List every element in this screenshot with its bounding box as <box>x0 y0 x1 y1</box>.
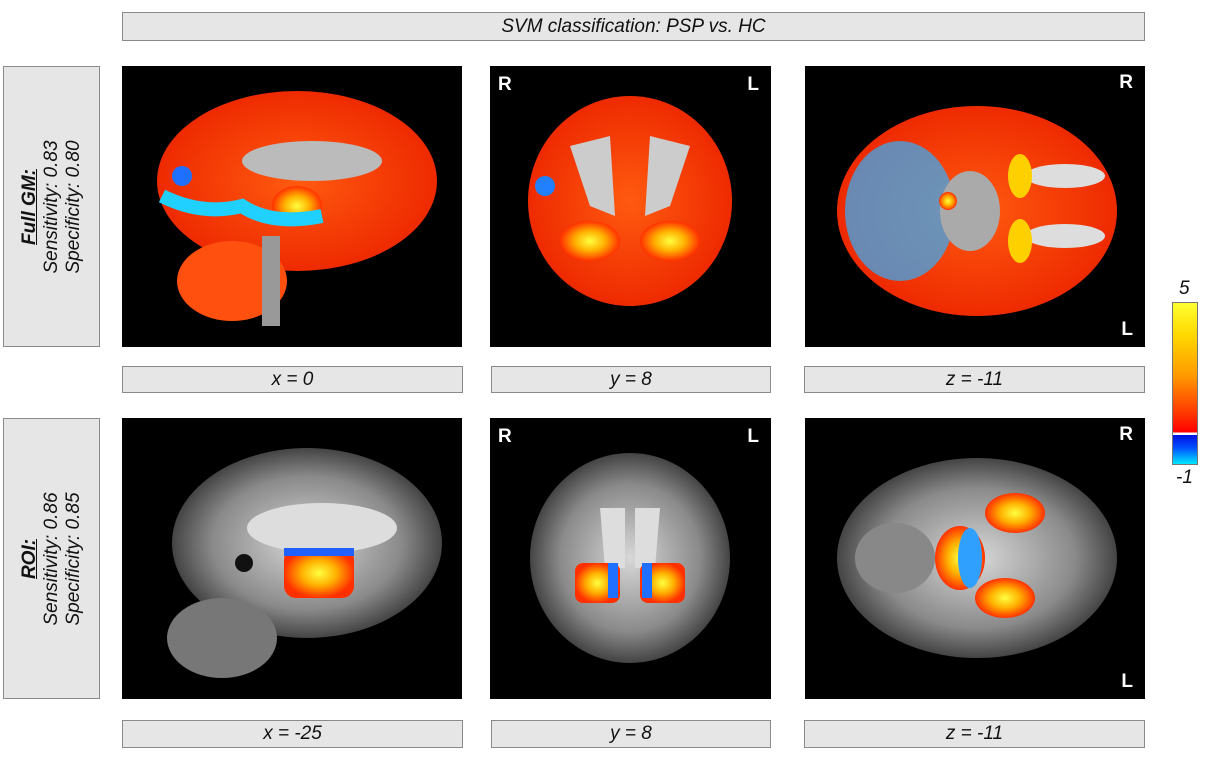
caption-text: z = -11 <box>945 723 1004 744</box>
sagittal-full-gm-image <box>122 66 462 347</box>
slice-caption: y = 8 <box>491 720 771 748</box>
caption-text: y = 8 <box>610 368 652 390</box>
coronal-roi-image: R L <box>490 418 771 699</box>
axial-full-gm-image: R L <box>805 66 1145 347</box>
specificity-text: Specificity: 0.85 <box>62 491 84 626</box>
orientation-left-label: L <box>1121 671 1133 692</box>
sensitivity-text: Sensitivity: 0.86 <box>40 491 62 626</box>
slice-caption: y = 8 <box>491 366 771 393</box>
sagittal-roi-image <box>122 418 462 699</box>
row-label-roi: ROI: Sensitivity: 0.86 Specificity: 0.85 <box>3 418 100 699</box>
axial-roi-image: R L <box>805 418 1145 699</box>
row-label-full-gm: Full GM: Sensitivity: 0.83 Specificity: 0.… <box>3 66 100 347</box>
caption-text: y = 8 <box>610 723 652 744</box>
orientation-right-label: R <box>1119 72 1133 93</box>
slice-caption: z = -11 <box>804 366 1145 393</box>
orientation-left-label: L <box>1121 319 1133 340</box>
sensitivity-text: Sensitivity: 0.83 <box>40 139 62 274</box>
orientation-left-label: L <box>747 426 759 447</box>
colorbar-min-label: -1 <box>1176 467 1193 488</box>
caption-text: z = -11 <box>945 368 1004 390</box>
title-text: SVM classification: PSP vs. HC <box>501 15 766 37</box>
slice-caption: z = -11 <box>804 720 1145 748</box>
caption-text: x = -25 <box>263 723 322 744</box>
row-heading: Full GM: <box>18 168 40 245</box>
row-heading: ROI: <box>18 538 40 579</box>
colorbar <box>1172 302 1198 465</box>
orientation-right-label: R <box>498 426 512 447</box>
figure-title: SVM classification: PSP vs. HC <box>122 12 1145 41</box>
slice-caption: x = 0 <box>122 366 463 393</box>
specificity-text: Specificity: 0.80 <box>62 139 84 274</box>
colorbar-max-label: 5 <box>1179 278 1190 299</box>
slice-caption: x = -25 <box>122 720 463 748</box>
orientation-right-label: R <box>498 74 512 95</box>
orientation-right-label: R <box>1119 424 1133 445</box>
caption-text: x = 0 <box>271 368 314 390</box>
orientation-left-label: L <box>747 74 759 95</box>
coronal-full-gm-image: R L <box>490 66 771 347</box>
